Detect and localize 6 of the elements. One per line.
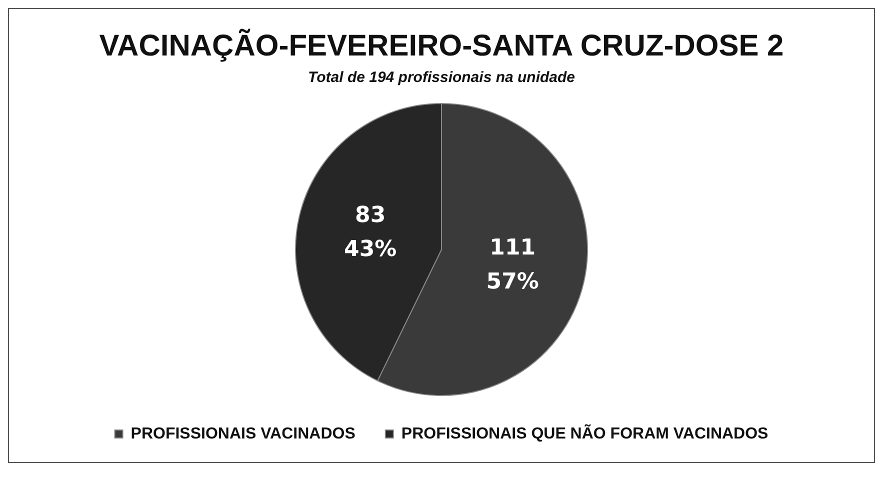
- legend-label: PROFISSIONAIS VACINADOS: [130, 425, 356, 442]
- data-label: 111 57%: [486, 236, 539, 295]
- legend-label: PROFISSIONAIS QUE NÃO FORAM VACINADOS: [401, 423, 769, 442]
- data-label: 83 43%: [344, 202, 397, 262]
- chart-subtitle: Total de 194 profissionais na unidade: [308, 69, 576, 86]
- chart-title: VACINAÇÃO-FEVEREIRO-SANTA CRUZ-DOSE 2: [99, 28, 784, 62]
